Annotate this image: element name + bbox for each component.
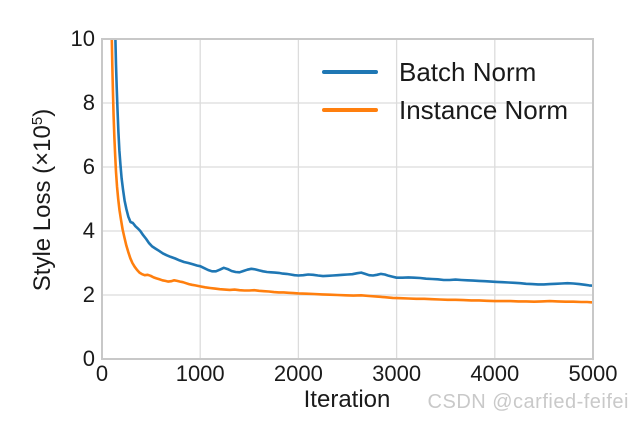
y-tick-label-4: 4 — [82, 218, 95, 243]
watermark: CSDN @carfied-feifei — [427, 391, 629, 413]
legend-item-batch-norm: Batch Norm — [322, 53, 568, 91]
x-tick-label-0: 0 — [95, 361, 109, 386]
x-axis-label: Iteration — [303, 386, 391, 413]
legend: Batch Norm Instance Norm — [322, 53, 568, 129]
x-tick-label-1000: 1000 — [175, 361, 225, 386]
y-tick-label-6: 6 — [82, 154, 95, 179]
y-axis-label: Style Loss (×105) — [29, 39, 59, 361]
legend-line-batch-norm — [322, 70, 378, 74]
legend-line-instance-norm — [322, 108, 378, 112]
x-tick-label-2000: 2000 — [273, 361, 323, 386]
series-line-instance-norm — [110, 39, 593, 304]
x-tick-label-4000: 4000 — [470, 361, 520, 386]
series-line-batch-norm — [114, 39, 593, 288]
legend-label-instance-norm: Instance Norm — [399, 94, 569, 125]
y-tick-label-10: 10 — [70, 26, 95, 51]
legend-label-batch-norm: Batch Norm — [399, 56, 537, 87]
y-tick-label-8: 8 — [82, 90, 95, 115]
y-axis-label-text: Style Loss (×10 — [29, 125, 56, 292]
series-lines — [110, 39, 593, 304]
y-tick-label-2: 2 — [82, 282, 95, 307]
y-tick-label-0: 0 — [82, 346, 95, 371]
y-axis-label-close: ) — [29, 108, 56, 117]
legend-item-instance-norm: Instance Norm — [322, 91, 568, 129]
x-tick-label-3000: 3000 — [372, 361, 422, 386]
y-axis-label-exponent: 5 — [29, 116, 46, 126]
axes-border — [101, 38, 594, 360]
x-tick-label-5000: 5000 — [568, 361, 618, 386]
